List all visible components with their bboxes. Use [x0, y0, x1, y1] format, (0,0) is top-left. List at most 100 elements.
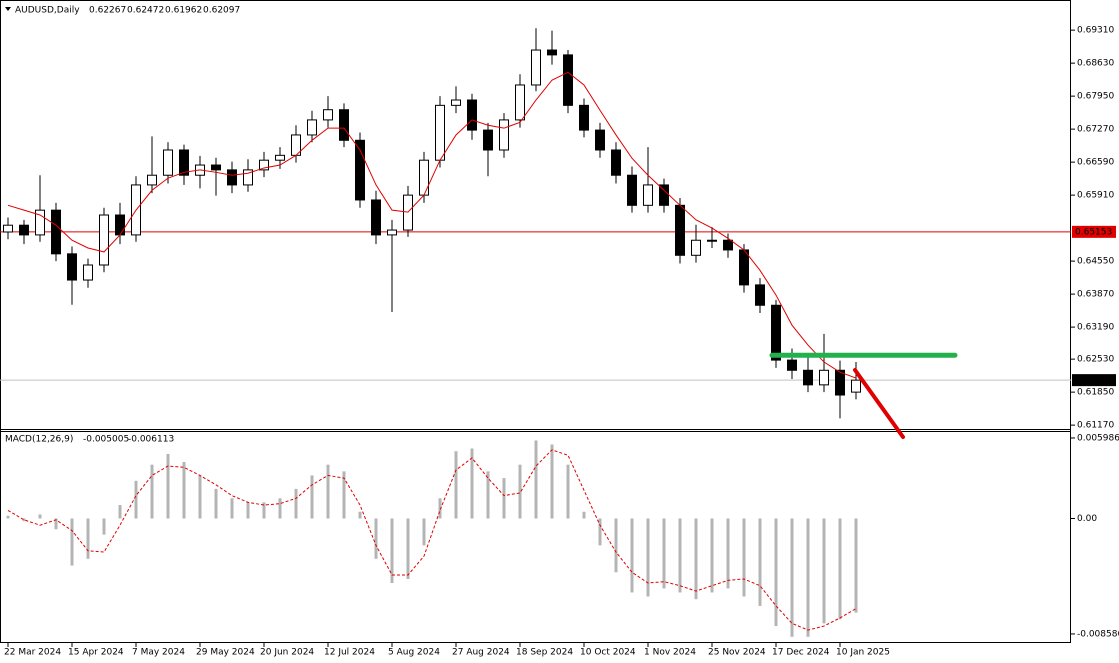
- y-tick-label: 0.63870: [1077, 290, 1114, 300]
- candle-body: [275, 154, 285, 161]
- macd-title: MACD(12,26,9): [5, 435, 73, 445]
- macd-bar: [486, 471, 490, 519]
- header-value: 0.62267: [89, 6, 126, 16]
- macd-bar: [806, 518, 810, 637]
- y-tick-label: 0.65910: [1077, 191, 1114, 201]
- candle-body: [771, 304, 781, 361]
- y-tick-label: 0.00: [1077, 514, 1097, 524]
- macd-bar: [118, 505, 122, 519]
- x-tick-label: 12 Jul 2024: [324, 648, 375, 658]
- candle-body: [339, 109, 349, 141]
- candle-body: [691, 239, 701, 256]
- macd-bar: [6, 515, 10, 519]
- macd-bar: [838, 518, 842, 620]
- candle-body: [163, 149, 173, 176]
- macd-bar: [582, 511, 586, 519]
- macd-bar: [294, 488, 298, 519]
- moving-average: [7, 71, 857, 379]
- macd-bar: [198, 475, 202, 519]
- candle-body: [739, 249, 749, 286]
- macd-bar: [422, 518, 426, 546]
- y-tick-label: 0.69310: [1077, 26, 1114, 36]
- price-title: AUDUSD,Daily: [15, 6, 80, 16]
- forecast-arrow: [853, 368, 905, 439]
- candle-body: [35, 209, 45, 236]
- macd-bar: [262, 502, 266, 519]
- x-tick-label: 15 Apr 2024: [68, 648, 124, 658]
- x-tick-label: 18 Sep 2024: [516, 648, 573, 658]
- candle-body: [259, 159, 269, 171]
- candle-body: [499, 119, 509, 151]
- y-tick-label: 0.64550: [1077, 257, 1114, 267]
- x-tick-label: 27 Aug 2024: [452, 648, 510, 658]
- level-label-box: [1072, 225, 1116, 238]
- candle-body: [819, 369, 829, 386]
- candle-body: [99, 214, 109, 266]
- macd-bar: [518, 464, 522, 519]
- candle-body: [595, 129, 605, 151]
- macd-bar: [406, 518, 410, 579]
- macd-bar: [390, 518, 394, 584]
- macd-bar: [150, 464, 154, 519]
- macd-bar: [662, 518, 666, 589]
- macd-bar: [246, 502, 250, 519]
- macd-bar: [694, 518, 698, 600]
- candle-body: [531, 49, 541, 86]
- candle-body: [611, 149, 621, 176]
- y-tick-label: 0.61850: [1077, 388, 1114, 398]
- x-tick-label: 1 Nov 2024: [644, 648, 696, 658]
- macd-bar: [854, 518, 858, 613]
- x-tick-label: 25 Nov 2024: [708, 648, 766, 658]
- candle-body: [835, 369, 845, 396]
- macd-bar: [38, 514, 42, 519]
- candle-body: [579, 104, 589, 131]
- last-price-box: [1072, 374, 1116, 387]
- candle-body: [547, 49, 557, 56]
- macd-bar: [774, 518, 778, 627]
- macd-bar: [822, 518, 826, 624]
- candle-body: [755, 284, 765, 306]
- candle-body: [227, 169, 237, 186]
- y-tick-label: 0.61170: [1077, 421, 1114, 431]
- candle-body: [371, 199, 381, 236]
- macd-bar: [502, 478, 506, 519]
- y-tick-label: -0.008586: [1077, 629, 1119, 639]
- candle-body: [803, 369, 813, 386]
- candle-body: [83, 264, 93, 281]
- x-tick-label: 29 May 2024: [196, 648, 255, 658]
- x-tick-label: 22 Mar 2024: [4, 648, 61, 658]
- x-tick-label: 5 Aug 2024: [388, 648, 440, 658]
- macd-bar: [454, 451, 458, 519]
- candle-body: [419, 159, 429, 196]
- candle-body: [643, 184, 653, 206]
- macd-bar: [182, 461, 186, 519]
- y-tick-label: 0.005986: [1077, 433, 1119, 443]
- header-value: 0.62472: [127, 6, 164, 16]
- macd-bar: [166, 453, 170, 519]
- candle-body: [467, 99, 477, 131]
- last-price-label: 0.62097: [1075, 376, 1112, 386]
- candle-body: [787, 359, 797, 371]
- candle-body: [483, 129, 493, 151]
- candle-body: [851, 379, 861, 393]
- macd-bar: [790, 518, 794, 637]
- y-tick-label: 0.66590: [1077, 158, 1114, 168]
- macd-bar: [22, 518, 26, 522]
- level-label: 0.65153: [1075, 227, 1112, 237]
- candle-body: [51, 209, 61, 255]
- header-value: 0.62097: [203, 6, 240, 16]
- macd-bar: [358, 511, 362, 519]
- candle-body: [723, 239, 733, 251]
- macd-bar: [534, 440, 538, 519]
- macd-bar: [758, 518, 762, 606]
- macd-bar: [470, 448, 474, 519]
- candle-body: [675, 204, 685, 256]
- x-tick-label: 10 Oct 2024: [580, 648, 636, 658]
- macd-bar: [438, 498, 442, 519]
- y-tick-label: 0.68630: [1077, 59, 1114, 69]
- header-value: 0.61962: [165, 6, 202, 16]
- candle-body: [147, 174, 157, 186]
- macd-bar: [374, 518, 378, 559]
